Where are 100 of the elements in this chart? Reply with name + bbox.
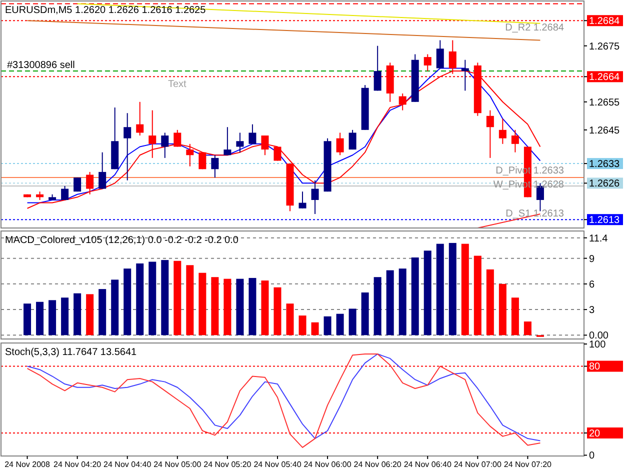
- x-tick-label: 24 Nov 05:20: [204, 460, 252, 469]
- y-tick-label: 80: [589, 362, 601, 373]
- y-tick-label: 0: [589, 450, 595, 462]
- bar: [148, 262, 156, 336]
- bar: [61, 298, 69, 336]
- bar: [286, 304, 294, 336]
- candlestick: [261, 135, 269, 156]
- bar: [274, 287, 282, 336]
- candlestick: [274, 146, 282, 162]
- candlestick: [124, 112, 132, 181]
- y-tick-label: 1.2633: [589, 159, 620, 170]
- candlestick: [236, 132, 244, 153]
- candlestick: [86, 171, 94, 195]
- bar: [486, 269, 494, 336]
- candlestick: [311, 180, 319, 214]
- bar: [348, 308, 356, 336]
- candlestick: [211, 154, 219, 178]
- y-tick-label: 3: [589, 305, 595, 316]
- x-tick-label: 24 Nov 06:20: [354, 460, 402, 469]
- candlestick: [98, 152, 106, 190]
- candlestick: [298, 191, 306, 209]
- bar: [98, 289, 106, 336]
- ref-line-label: D_S1 1.2613: [506, 208, 564, 220]
- bar: [524, 322, 532, 336]
- bar: [86, 294, 94, 336]
- x-tick-label: 24 Nov 06:40: [404, 460, 452, 469]
- candlestick: [248, 124, 256, 144]
- bar: [48, 300, 56, 336]
- x-tick-label: 24 Nov 04:20: [54, 460, 102, 469]
- y-tick-label: 1.2684: [589, 16, 620, 28]
- candlestick: [498, 118, 506, 144]
- chart-title: Stoch(5,3,3) 11.7647 13.5641: [5, 347, 138, 358]
- y-tick-label: 100: [589, 340, 606, 350]
- y-tick-label: 20: [589, 428, 601, 440]
- bar: [511, 298, 519, 336]
- bar: [374, 277, 382, 336]
- bar: [236, 278, 244, 336]
- x-tick-label: 24 Nov 05:00: [154, 460, 202, 469]
- candlestick: [424, 54, 432, 72]
- x-tick-label: 24 Nov 06:00: [304, 460, 352, 469]
- bar: [74, 293, 82, 336]
- y-tick-label: 1.2664: [589, 72, 620, 84]
- bar: [161, 260, 169, 336]
- candlestick: [224, 126, 232, 156]
- bar: [224, 278, 232, 336]
- bar: [186, 265, 194, 336]
- candlestick: [198, 152, 206, 170]
- candlestick: [136, 101, 144, 136]
- bar: [398, 268, 406, 336]
- x-tick-label: 24 Nov 2008: [4, 460, 51, 469]
- candlestick: [186, 143, 194, 167]
- y-tick-label: 0.00: [589, 330, 609, 342]
- candlestick: [174, 129, 182, 148]
- candlestick: [436, 40, 444, 69]
- bar: [386, 270, 394, 336]
- y-tick-label: 1.2645: [589, 125, 620, 136]
- candlestick: [486, 110, 494, 158]
- y-tick-label: 1.2655: [589, 97, 620, 108]
- bar: [336, 314, 344, 336]
- bar: [211, 277, 219, 336]
- x-tick-label: 24 Nov 07:00: [454, 460, 502, 469]
- x-tick-label: 24 Nov 05:40: [254, 460, 302, 469]
- bar: [24, 304, 32, 336]
- bar: [361, 292, 369, 336]
- annotation: Text: [168, 79, 187, 90]
- bar: [461, 244, 469, 336]
- bar: [198, 272, 206, 336]
- bar: [36, 302, 44, 336]
- y-tick-label: 9: [589, 254, 595, 265]
- y-tick-label: 1.2675: [589, 41, 620, 52]
- annotation: #31300896 sell: [7, 60, 75, 71]
- candlestick: [61, 185, 69, 200]
- bar: [411, 257, 419, 336]
- candlestick: [374, 45, 382, 92]
- bar: [498, 284, 506, 336]
- candlestick: [74, 177, 82, 192]
- bar: [298, 316, 306, 336]
- bar: [424, 250, 432, 336]
- candlestick: [511, 129, 519, 153]
- candlestick: [336, 132, 344, 156]
- bar: [248, 278, 256, 336]
- candlestick: [348, 129, 356, 150]
- bar: [136, 263, 144, 336]
- x-tick-label: 24 Nov 04:40: [104, 460, 152, 469]
- bar: [174, 260, 182, 336]
- x-tick-label: 24 Nov 07:20: [504, 460, 552, 469]
- y-tick-label: 6: [589, 279, 595, 290]
- candlestick: [398, 92, 406, 111]
- bar: [311, 322, 319, 336]
- bar: [474, 256, 482, 336]
- ref-line-label: D_R2 1.2684: [505, 22, 564, 34]
- bar: [261, 280, 269, 336]
- y-tick-label: 1.2613: [589, 215, 620, 226]
- chart-title: MACD_Colored_v105 (12,26,1) 0.0 -0.2 -0.2 -0.2 0.0: [5, 235, 239, 246]
- bar: [436, 244, 444, 336]
- y-tick-label: 11.4: [589, 233, 608, 244]
- bar: [324, 316, 332, 336]
- candlestick: [148, 110, 156, 158]
- y-tick-label: 1.2626: [589, 178, 620, 190]
- candlestick: [161, 132, 169, 158]
